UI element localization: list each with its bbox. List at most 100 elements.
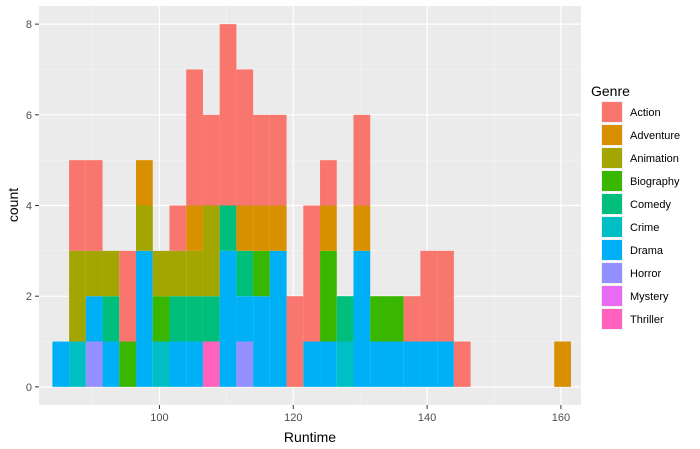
bar-crime <box>69 341 86 387</box>
bar-action <box>437 250 454 342</box>
bar-comedy <box>102 296 120 342</box>
bar-animation <box>85 250 103 297</box>
bar-action <box>303 205 321 342</box>
bar-drama <box>370 341 387 387</box>
bar-animation <box>186 250 203 297</box>
bar-action <box>219 24 237 206</box>
legend-label-horror: Horror <box>630 268 662 280</box>
bar-drama <box>403 341 421 387</box>
bar-action <box>186 69 203 206</box>
bar-action <box>403 296 421 342</box>
x-axis-title: Runtime <box>284 429 336 445</box>
bar-comedy <box>169 296 187 342</box>
bar-drama <box>437 341 454 387</box>
bar-adventure <box>353 205 371 251</box>
x-axis-ticks: 100 120 140 160 <box>150 405 570 424</box>
bar-biography <box>370 296 387 342</box>
bar-adventure <box>554 341 571 387</box>
bar-thriller <box>202 341 220 387</box>
legend-key-action <box>602 102 622 122</box>
bar-horror <box>236 341 254 387</box>
bar-drama <box>186 341 203 387</box>
bar-drama <box>219 250 237 387</box>
y-tick-label: 4 <box>26 201 32 213</box>
legend-key-thriller <box>602 309 622 329</box>
bar-biography <box>152 296 170 342</box>
x-tick-label: 160 <box>552 412 570 424</box>
legend-label-drama: Drama <box>630 245 664 257</box>
bar-biography <box>386 296 404 342</box>
x-tick-label: 140 <box>418 412 436 424</box>
bar-action <box>420 250 438 342</box>
y-tick-label: 2 <box>26 291 32 303</box>
bar-drama <box>102 341 120 387</box>
bar-horror <box>85 341 103 387</box>
bar-action <box>236 69 254 206</box>
bar-action <box>253 114 270 206</box>
bar-drama <box>85 296 103 342</box>
bar-action <box>320 160 337 206</box>
y-tick-label: 6 <box>26 110 32 122</box>
legend-key-horror <box>602 263 622 283</box>
bar-animation <box>152 250 170 297</box>
bar-biography <box>253 250 270 297</box>
bar-crime <box>152 341 170 387</box>
legend-label-mystery: Mystery <box>630 291 669 303</box>
bar-animation <box>202 205 220 297</box>
legend-key-mystery <box>602 286 622 306</box>
legend: Genre Action Adventure Animation Biography C… <box>591 83 680 330</box>
legend-items: Action Adventure Animation Biography Comedy C… <box>601 101 680 330</box>
legend-key-biography <box>602 171 622 191</box>
legend-label-comedy: Comedy <box>630 199 671 211</box>
bar-adventure <box>186 205 203 251</box>
bar-action <box>453 341 471 387</box>
bar-comedy <box>202 296 220 342</box>
bar-adventure <box>236 205 254 251</box>
bar-drama <box>303 341 321 387</box>
bar-adventure <box>136 160 153 206</box>
bar-drama <box>169 341 187 387</box>
legend-label-thriller: Thriller <box>630 314 664 326</box>
bar-drama <box>269 250 287 387</box>
legend-label-adventure: Adventure <box>630 130 680 142</box>
legend-title: Genre <box>591 83 630 99</box>
x-tick-label: 100 <box>150 412 168 424</box>
bar-crime <box>336 341 354 387</box>
x-tick-label: 120 <box>284 412 302 424</box>
bar-drama <box>420 341 438 387</box>
bar-comedy <box>219 205 237 251</box>
legend-key-adventure <box>602 125 622 145</box>
bar-action <box>353 114 371 206</box>
bar-drama <box>52 341 70 387</box>
bar-drama <box>236 296 254 342</box>
legend-label-crime: Crime <box>630 222 659 234</box>
bar-action <box>119 250 137 342</box>
bar-adventure <box>269 205 287 251</box>
bar-drama <box>136 250 153 387</box>
bar-action <box>269 114 287 206</box>
bar-action <box>286 296 304 387</box>
legend-label-biography: Biography <box>630 176 680 188</box>
bar-comedy <box>186 296 203 342</box>
bar-adventure <box>320 205 337 251</box>
bar-action <box>169 205 187 251</box>
bar-comedy <box>236 250 254 297</box>
bar-biography <box>119 341 137 387</box>
bar-animation <box>102 250 120 297</box>
bar-adventure <box>253 205 270 251</box>
bar-biography <box>320 250 337 342</box>
bar-action <box>69 160 86 251</box>
bar-comedy <box>336 296 354 342</box>
y-tick-label: 8 <box>26 19 32 31</box>
bar-action <box>85 160 103 251</box>
legend-key-crime <box>602 217 622 237</box>
legend-key-drama <box>602 240 622 260</box>
bar-animation <box>69 250 86 342</box>
legend-label-action: Action <box>630 107 661 119</box>
histogram-bars <box>52 24 571 387</box>
legend-key-animation <box>602 148 622 168</box>
legend-key-comedy <box>602 194 622 214</box>
bar-drama <box>353 250 371 387</box>
bar-drama <box>253 296 270 387</box>
